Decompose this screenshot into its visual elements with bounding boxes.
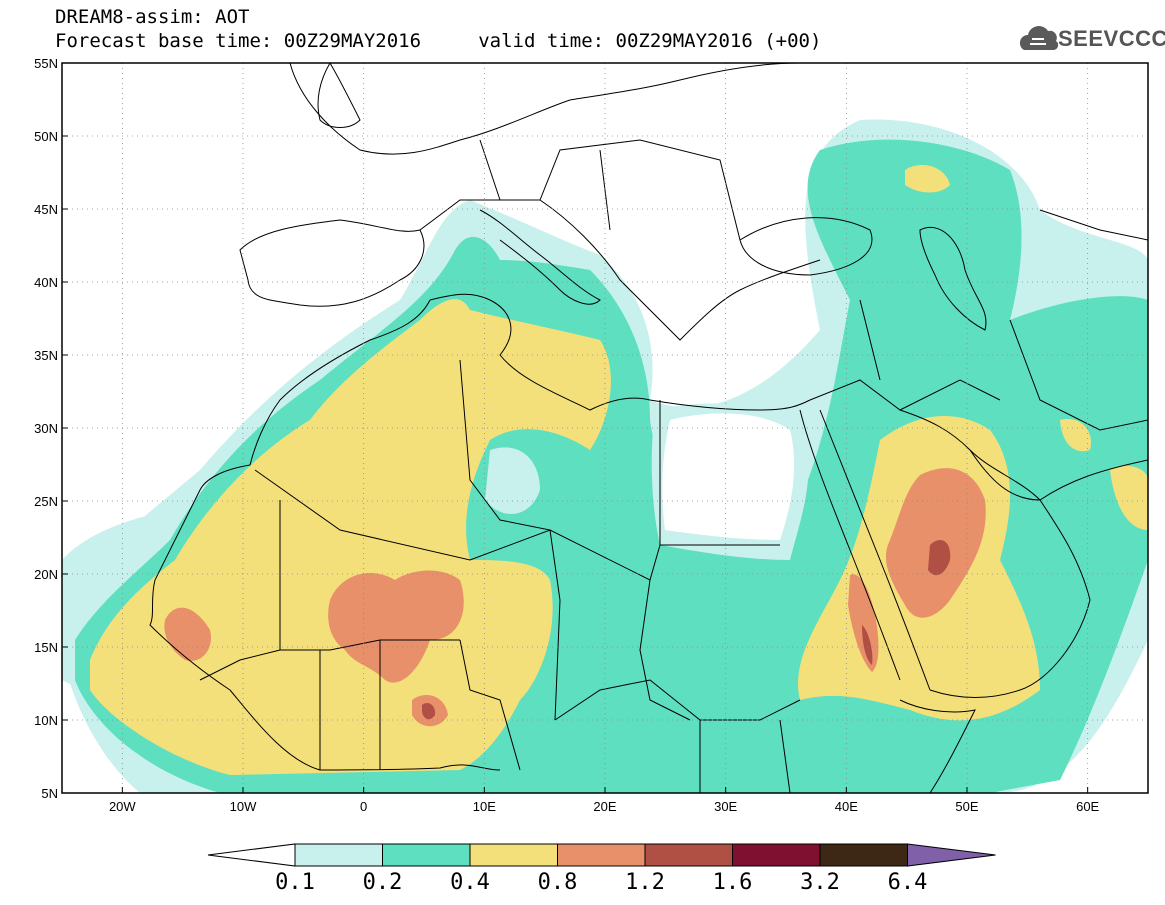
lon-tick-label: 40E [835,799,858,814]
coastline-med-south [429,293,811,411]
coastline-balkans [539,199,821,341]
lat-tick-label: 20N [34,567,58,582]
lat-tick-label: 50N [34,129,58,144]
lon-tick-label: 10E [473,799,496,814]
aot-band-1.2-niger [422,703,436,720]
graticule [62,63,1148,793]
colorbar-swatch [469,843,558,867]
lon-tick-label: 0 [360,799,367,814]
aot-band-0.4-gulf [1110,465,1148,530]
lon-tick-label: 50E [955,799,978,814]
border-europe [419,139,741,241]
coastline-west-africa [149,299,501,771]
lat-tick-label: 10N [34,713,58,728]
lat-tick-label: 35N [34,348,58,363]
border-sahara-2 [279,500,460,651]
map-title: DREAM8-assim: AOT [55,6,250,28]
colorbar-over-arrow [907,843,996,867]
border-sahara-1 [254,469,651,581]
coastline-iberia [239,219,425,307]
colorbar-level-label: 3.2 [800,870,840,895]
coastline-red-sea [799,409,931,691]
coastline-britain [317,63,361,128]
colorbar-level-label: 1.6 [712,870,753,895]
colorbar-level-label: 0.1 [275,870,315,895]
border-iran [1009,209,1148,431]
lat-tick-label: 55N [34,56,58,71]
border-middle-east [809,299,1001,411]
border-sahara-3 [459,359,561,721]
colorbar-level-label: 1.2 [625,870,665,895]
lat-tick-label: 15N [34,640,58,655]
coastline-europe-north [289,63,801,155]
coastline-gulf [969,449,1148,501]
coastline-caspian [919,226,987,331]
lon-tick-label: 60E [1076,799,1099,814]
colorbar [207,843,996,867]
border-west-africa [199,639,521,771]
coastline-arabia [899,409,1091,698]
colorbar-level-label: 0.8 [537,870,578,895]
colorbar-swatch [819,843,908,867]
aot-band-1.2-eritrea [862,625,873,665]
colorbar-swatch [644,843,733,867]
aot-band-0.4-kuwait [1060,419,1091,452]
colorbar-level-label: 0.2 [362,870,403,895]
lat-tick-label: 25N [34,494,58,509]
lat-tick-label: 5N [41,786,58,801]
coastline-horn [899,699,976,793]
lon-tick-label: 30E [714,799,737,814]
coastlines [149,63,1148,793]
aot-band-0.8-sahel [328,570,464,683]
coastline-black-sea [739,217,873,276]
colorbar-level-label: 6.4 [887,870,928,895]
aot-band-1.2-arabia [928,540,951,576]
axis-ticks: 55N 50N 45N 40N 35N 30N 25N 20N 15N 10N 5N 20W 10W 0 1… [34,56,1099,814]
lon-tick-label: 20W [109,799,136,814]
logo-text: SEEVCCC [1058,26,1165,51]
colorbar-swatch [557,843,646,867]
colorbar-swatch [294,843,383,867]
map-subtitle: Forecast base time: 00Z29MAY2016 valid t… [55,30,822,52]
colorbar-under-arrow [207,843,296,867]
colorbar-swatch [382,843,471,867]
cloud-icon [1019,26,1059,50]
border-central-africa [554,679,801,793]
colorbar-swatch [732,843,821,867]
aot-band-0.4-sahara [90,299,611,775]
lat-tick-label: 45N [34,202,58,217]
lon-tick-label: 20E [593,799,616,814]
lon-tick-label: 10W [230,799,257,814]
aot-band-0.4-caspian [905,165,950,193]
aot-band-0.8-senegal [164,607,211,661]
coastline-italy [479,209,601,305]
colorbar-level-label: 0.4 [450,870,490,895]
lat-tick-label: 30N [34,421,58,436]
aot-clear-region [662,413,795,540]
aot-band-0.2-hole [485,447,540,514]
aot-fields [62,119,1148,793]
lat-tick-label: 40N [34,275,58,290]
border-egypt-sudan [639,400,780,721]
